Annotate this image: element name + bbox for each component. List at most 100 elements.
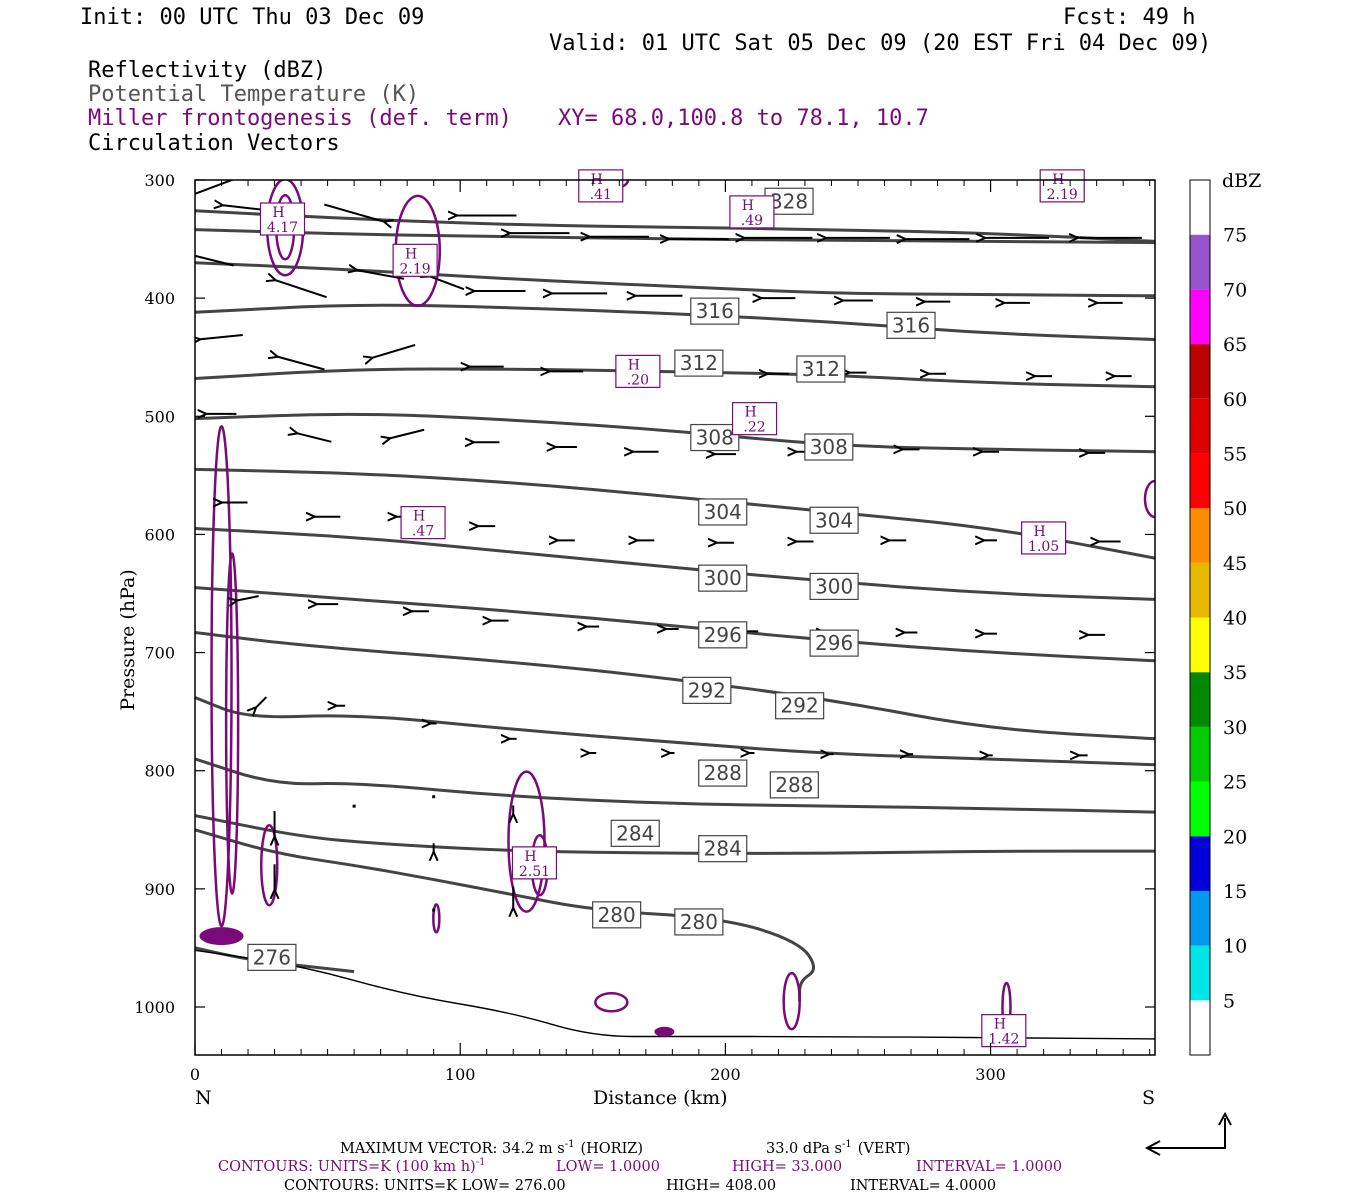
fronto-max-h: H <box>413 509 425 525</box>
fronto-max-value: 2.51 <box>519 864 550 880</box>
theta-label-box <box>698 621 748 649</box>
fronto-max-box <box>981 1014 1027 1048</box>
theta-label: 304 <box>704 500 742 524</box>
colorbar-frame <box>1189 179 1211 1056</box>
theta-label: 328 <box>770 189 808 213</box>
fronto-filled <box>654 1026 675 1037</box>
theta-label-box <box>247 943 297 971</box>
field-reflectivity: Reflectivity (dBZ) <box>88 58 326 83</box>
theta-line <box>195 631 1155 741</box>
colorbar-level: 50 <box>1223 498 1247 520</box>
theta-label-box <box>775 692 825 720</box>
axes: 300 400 500 600 700 800 900 1000 0 100 200 300 <box>134 171 1155 1084</box>
theta-line <box>195 412 1155 454</box>
footer-fronto-high: HIGH= 33.000 <box>732 1159 842 1175</box>
theta-label: 296 <box>815 631 853 655</box>
plot-frame <box>194 179 1156 1056</box>
theta-label: 276 <box>253 945 291 969</box>
fronto-max-box <box>1021 521 1067 555</box>
theta-label-box <box>809 629 859 657</box>
colorbar-bin <box>1190 562 1210 618</box>
colorbar-level: 25 <box>1223 772 1247 794</box>
fronto-max-h: H <box>405 246 417 262</box>
colorbar-bin <box>1190 672 1210 727</box>
fronto-max-value: .47 <box>412 524 434 540</box>
vector-arrow <box>200 334 243 339</box>
theta-label-box <box>769 771 819 799</box>
theta-label: 296 <box>704 623 742 647</box>
theta-label-box <box>674 908 724 936</box>
colorbar-level: 40 <box>1223 608 1247 630</box>
colorbar-bin <box>1190 945 1210 1001</box>
colorbar-unit: dBZ <box>1222 170 1261 192</box>
theta-label-box <box>690 297 740 325</box>
fronto-max-value: 1.05 <box>1028 539 1059 555</box>
theta-label: 292 <box>688 678 726 702</box>
x-axis-label: Distance (km) <box>593 1087 728 1109</box>
theta-label: 308 <box>696 426 734 450</box>
colorbar-bin <box>1190 890 1210 946</box>
colorbar-bin <box>1190 726 1210 782</box>
vector-arrow <box>278 357 325 371</box>
fronto-max-box <box>731 402 778 436</box>
fronto-max-value: .22 <box>743 420 765 436</box>
fronto-max-box <box>615 354 661 388</box>
theta-line <box>195 367 1155 389</box>
fronto-max-box <box>400 506 446 540</box>
theta-label: 304 <box>815 508 853 532</box>
x-end-label: S <box>1142 1087 1155 1109</box>
footer-fronto-interval: INTERVAL= 1.0000 <box>916 1159 1062 1175</box>
fronto-max-box <box>259 202 306 236</box>
theta-label-box <box>592 901 642 929</box>
theta-label-box <box>682 676 732 704</box>
theta-label-box <box>698 498 748 526</box>
vector-arrow <box>324 203 384 222</box>
theta-line <box>195 757 1155 814</box>
colorbar-bin <box>1190 234 1210 290</box>
colorbar-bin <box>1190 617 1210 673</box>
colorbar-level: 70 <box>1223 279 1247 301</box>
fronto-max-value: 1.42 <box>988 1032 1019 1048</box>
footer-fronto-low: LOW= 1.0000 <box>556 1159 660 1175</box>
vector-arrow <box>373 343 416 358</box>
theta-label: 316 <box>696 299 734 323</box>
fronto-contour <box>260 823 279 907</box>
fronto-max-box <box>1039 169 1085 203</box>
theta-label: 316 <box>892 313 930 337</box>
theta-label-box <box>804 433 854 461</box>
colorbar-level: 35 <box>1223 662 1247 684</box>
circulation-vectors <box>195 180 1142 912</box>
fronto-max-box <box>392 243 438 277</box>
footer-max-vert: 33.0 dPa s-1 (VERT) <box>766 1139 910 1157</box>
colorbar-bin <box>1190 398 1210 454</box>
footer-fronto-contours: CONTOURS: UNITS=K (100 km h)-1 <box>218 1157 485 1175</box>
theta-label: 280 <box>680 910 718 934</box>
vector-arrow <box>390 428 425 439</box>
colorbar-bin <box>1190 344 1210 399</box>
theta-label: 288 <box>704 761 742 785</box>
colorbar-level: 15 <box>1223 881 1247 903</box>
colorbar-level: 65 <box>1223 334 1247 356</box>
theta-label-box <box>674 349 724 377</box>
theta-label-box <box>796 355 846 383</box>
theta-label-box <box>610 819 660 847</box>
colorbar-level: 45 <box>1223 553 1247 575</box>
fronto-contour <box>782 971 801 1031</box>
vector-arrow <box>237 595 259 600</box>
vector-arrow <box>276 280 327 299</box>
fronto-max-h: H <box>1034 524 1046 540</box>
theta-label-box <box>690 423 740 452</box>
fronto-max-value: .49 <box>741 213 763 229</box>
fronto-filled <box>199 927 244 946</box>
y-tick-label: 300 <box>144 171 175 190</box>
vector-arrow <box>297 433 332 443</box>
theta-line <box>195 209 1155 243</box>
theta-line <box>195 303 1155 341</box>
x-tick-label: 100 <box>445 1065 476 1084</box>
theta-label: 300 <box>815 574 853 598</box>
fronto-contour <box>594 992 629 1013</box>
valid-time: Valid: 01 UTC Sat 05 Dec 09 (20 EST Fri … <box>549 31 1211 56</box>
vector-arrow <box>195 180 234 195</box>
colorbar-bin <box>1190 289 1210 345</box>
colorbar-level: 10 <box>1223 936 1247 958</box>
